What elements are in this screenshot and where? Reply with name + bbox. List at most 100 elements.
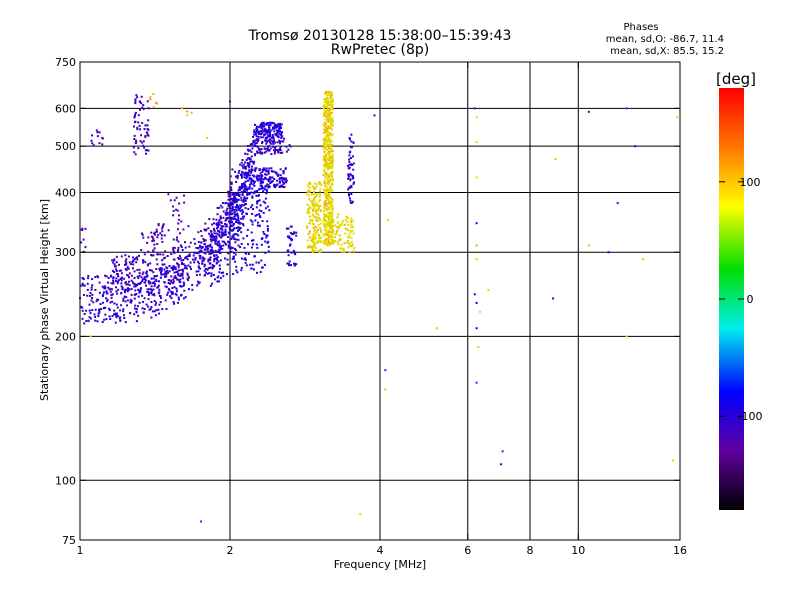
echo-point: [113, 309, 116, 312]
echo-point: [327, 124, 329, 127]
echo-point: [258, 209, 261, 212]
echo-point: [387, 219, 389, 222]
echo-point: [170, 253, 173, 256]
echo-point: [336, 226, 338, 229]
echo-point: [232, 237, 235, 240]
echo-point: [318, 250, 321, 253]
echo-point: [168, 265, 171, 267]
echo-point: [130, 279, 133, 282]
echo-point: [229, 195, 232, 197]
echo-point: [136, 126, 139, 129]
echo-point: [127, 283, 129, 286]
echo-point: [179, 274, 182, 277]
echo-point: [288, 244, 291, 247]
echo-point: [253, 133, 256, 136]
echo-point: [244, 207, 247, 210]
echo-point: [326, 144, 329, 147]
echo-point: [607, 251, 610, 254]
echo-point: [266, 123, 268, 126]
echo-point: [329, 172, 332, 175]
echo-point: [228, 213, 231, 216]
echo-point: [287, 262, 290, 265]
echo-point: [333, 240, 336, 243]
echo-point: [208, 232, 211, 235]
echo-point: [267, 169, 270, 172]
echo-point: [313, 241, 316, 244]
echo-point: [240, 196, 243, 199]
echo-point: [246, 145, 249, 147]
echo-point: [224, 213, 227, 216]
echo-point: [150, 231, 153, 234]
echo-point: [268, 209, 271, 212]
echo-point: [160, 273, 163, 276]
echo-point: [255, 177, 258, 180]
echo-point: [323, 206, 326, 209]
echo-point: [208, 272, 211, 275]
echo-point: [323, 142, 326, 145]
echo-point: [331, 225, 334, 228]
echo-point: [181, 272, 184, 275]
echo-point: [82, 284, 85, 287]
echo-point: [328, 190, 331, 193]
echo-point: [118, 269, 121, 272]
echo-point: [172, 209, 175, 212]
echo-point: [587, 244, 590, 247]
echo-point: [260, 174, 263, 177]
echo-point: [329, 106, 332, 109]
echo-point: [147, 298, 150, 301]
echo-point: [199, 267, 202, 270]
echo-point: [139, 140, 142, 143]
echo-point: [120, 269, 123, 272]
echo-point: [181, 249, 184, 251]
echo-point: [328, 155, 331, 158]
echo-point: [277, 174, 279, 177]
echo-point: [94, 276, 97, 278]
echo-point: [150, 301, 153, 303]
echo-point: [130, 293, 133, 296]
echo-point: [317, 237, 320, 240]
echo-point: [221, 234, 224, 237]
echo-point: [330, 241, 333, 244]
echo-point: [153, 243, 156, 246]
echo-point: [215, 254, 218, 257]
echo-point: [203, 269, 206, 272]
echo-point: [340, 223, 343, 225]
axes: [79, 61, 681, 541]
echo-point: [97, 312, 100, 315]
echo-point: [240, 266, 243, 269]
echo-point: [186, 272, 189, 275]
echo-point: [80, 305, 83, 308]
echo-point: [133, 125, 135, 128]
echo-point: [98, 131, 101, 134]
echo-point: [322, 219, 325, 221]
echo-point: [211, 282, 214, 285]
echo-point: [253, 268, 255, 271]
echo-point: [324, 129, 327, 132]
echo-point: [159, 301, 162, 304]
echo-point: [288, 237, 291, 240]
echo-point: [240, 184, 243, 187]
echo-point: [315, 193, 318, 196]
echo-point: [92, 144, 95, 147]
echo-point: [323, 229, 326, 232]
echo-point: [230, 186, 233, 189]
echo-point: [231, 246, 234, 249]
echo-point: [282, 186, 285, 189]
echo-point: [261, 266, 264, 269]
echo-point: [231, 206, 234, 208]
echo-point: [343, 223, 346, 226]
echo-point: [182, 259, 185, 261]
echo-point: [220, 220, 223, 223]
echo-point: [198, 262, 200, 265]
echo-point: [350, 217, 353, 220]
echo-point: [152, 105, 155, 108]
echo-point: [272, 142, 275, 145]
echo-point: [235, 209, 238, 212]
echo-point: [328, 126, 331, 128]
y-tick-label: 500: [55, 140, 76, 153]
echo-point: [254, 142, 257, 145]
echo-point: [272, 145, 275, 148]
echo-point: [224, 202, 227, 205]
echo-point: [274, 148, 277, 151]
echo-point: [234, 213, 236, 216]
